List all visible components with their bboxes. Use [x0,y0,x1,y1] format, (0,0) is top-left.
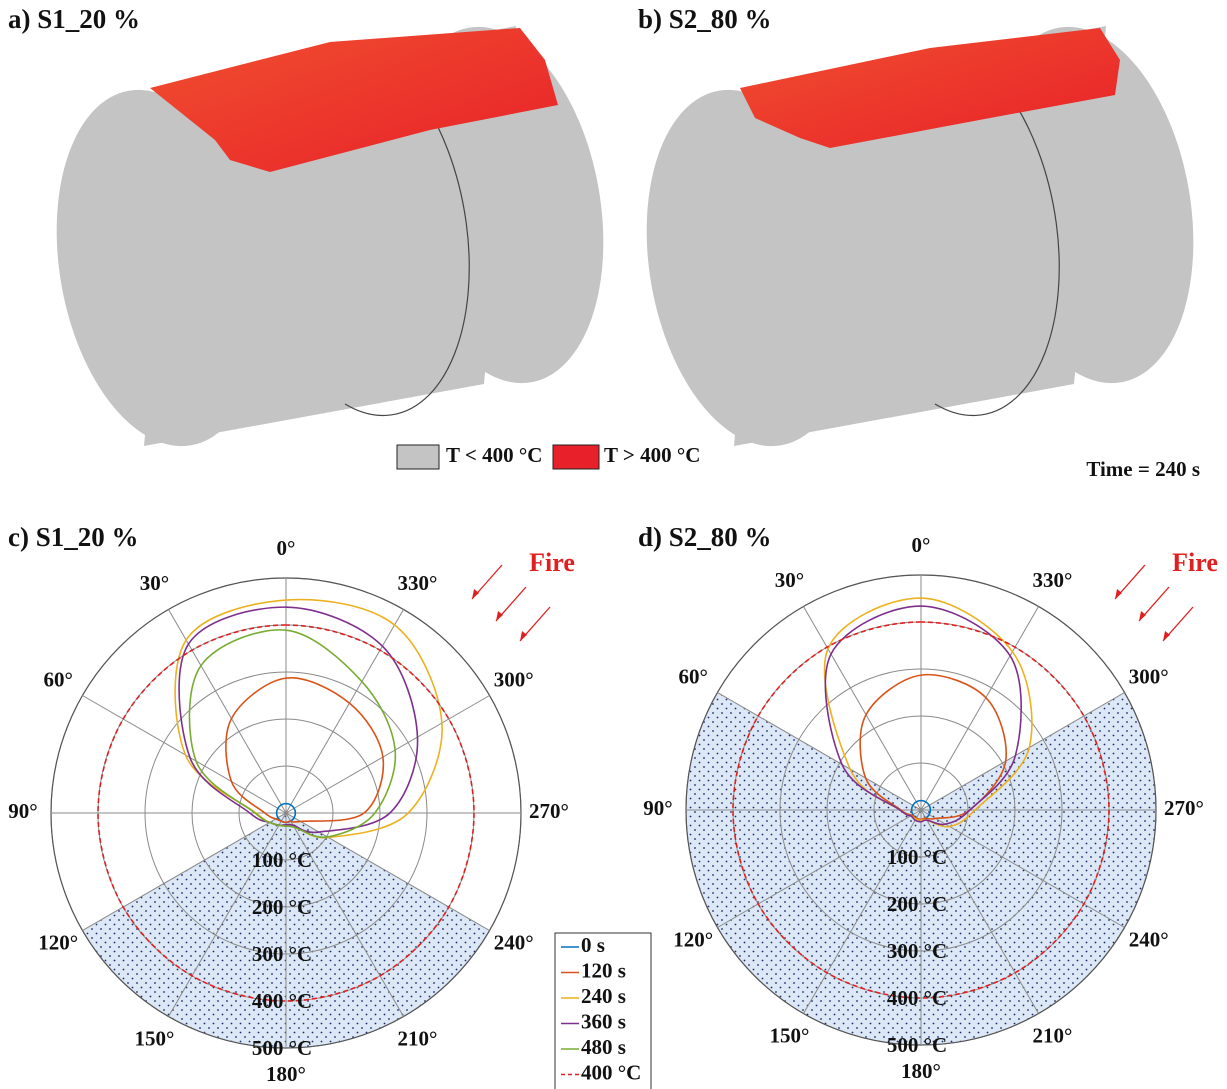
theta-tick-label: 150° [135,1027,175,1051]
theta-tick-label: 210° [398,1027,438,1051]
fire-arrowhead [1139,611,1146,621]
r-tick-label: 400 °C [887,986,947,1010]
theta-tick-label: 0° [912,533,931,557]
annotation: Fire [1172,548,1218,577]
theta-tick-label: 240° [1129,927,1169,951]
theta-tick-label: 240° [494,930,534,954]
theta-tick-label: 150° [770,1024,810,1048]
theta-tick-label: 90° [8,799,37,823]
r-tick-label: 500 °C [887,1033,947,1057]
fire-arrowhead [1163,631,1170,641]
theta-tick-label: 180° [266,1062,306,1086]
theta-tick-label: 330° [398,571,438,595]
r-tick-label: 300 °C [252,942,312,966]
time-label: Time = 240 s [1086,457,1200,481]
legend-label: 240 s [581,984,626,1008]
theta-tick-label: 300° [494,667,534,691]
panel-title: a) S1_20 % [8,4,140,34]
theta-tick-label: 0° [277,536,296,560]
r-tick-label: 200 °C [887,892,947,916]
theta-tick-label: 120° [673,927,713,951]
legend-label: 480 s [581,1035,626,1059]
panel-title: b) S2_80 % [638,4,772,34]
grid-spoke [82,696,286,814]
theta-tick-label: 90° [643,796,672,820]
cylinder-render [30,10,629,462]
fire-arrowhead [1115,589,1122,599]
theta-tick-label: 120° [38,930,78,954]
theta-tick-label: 30° [775,568,804,592]
legend-label: T < 400 °C [446,443,542,467]
theta-tick-label: 60° [44,667,73,691]
theta-tick-label: 60° [679,664,708,688]
cylinder-render [620,10,1219,462]
legend-label: 120 s [581,958,626,982]
theta-tick-label: 180° [901,1059,941,1083]
chart-title: c) S1_20 % [8,522,139,552]
r-tick-label: 100 °C [887,845,947,869]
figure: a) S1_20 % b) S2_80 % T < 400 °C T > 400… [0,0,1227,1089]
theta-tick-label: 330° [1033,568,1073,592]
theta-tick-label: 30° [140,571,169,595]
fire-arrowhead [496,611,503,621]
legend-label: T > 400 °C [604,443,700,467]
chart-title: d) S2_80 % [638,522,772,552]
theta-tick-label: 270° [1164,796,1204,820]
legend-swatch [553,445,599,469]
series-line [175,600,442,838]
fire-arrowhead [472,589,479,599]
theta-tick-label: 210° [1033,1024,1073,1048]
r-tick-label: 300 °C [887,939,947,963]
theta-tick-label: 270° [529,799,569,823]
r-tick-label: 100 °C [252,848,312,872]
legend-label: 360 s [581,1009,626,1033]
r-tick-label: 500 °C [252,1036,312,1060]
r-tick-label: 400 °C [252,989,312,1013]
grid-spoke [286,609,404,813]
grid-spoke [286,696,490,814]
annotation: Fire [529,548,575,577]
r-tick-label: 200 °C [252,895,312,919]
legend-label: 0 s [581,933,605,957]
theta-tick-label: 300° [1129,664,1169,688]
legend-label: 400 °C [581,1060,641,1084]
legend-swatch [397,445,439,469]
fire-arrowhead [520,631,527,641]
